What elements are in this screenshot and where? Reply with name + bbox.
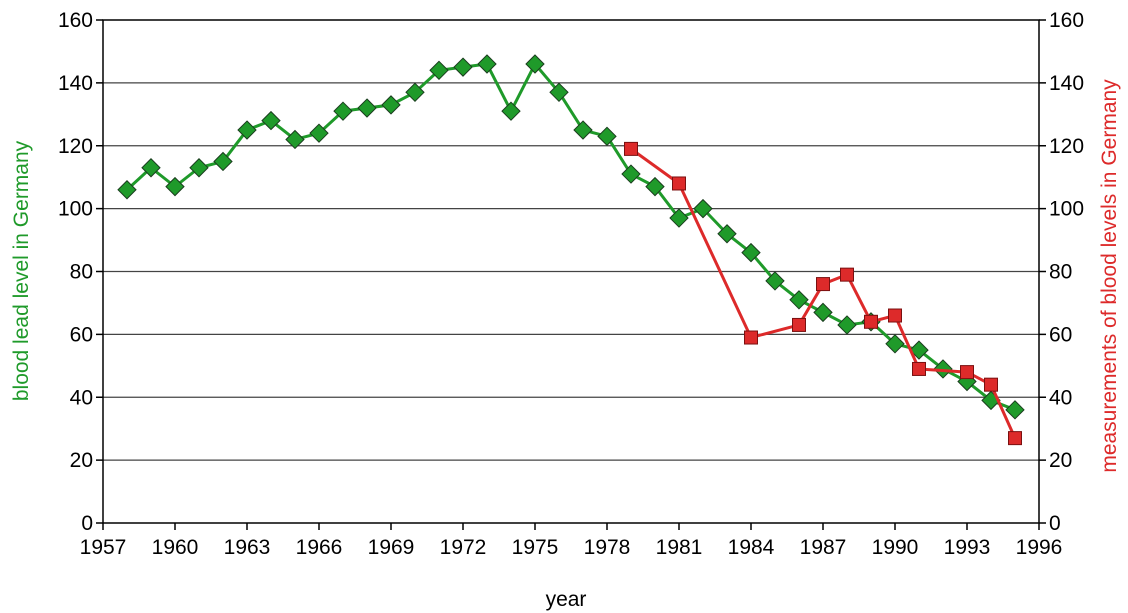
data-point bbox=[933, 359, 953, 379]
y-tick-label-left: 160 bbox=[58, 9, 93, 32]
axis-ticks: 0 0 20 20 40 40 60 60 80 80 100 100 120 120 140 140 160 1… bbox=[58, 9, 1084, 559]
series-square bbox=[624, 141, 1022, 446]
data-point bbox=[1005, 400, 1025, 420]
data-point bbox=[669, 208, 689, 228]
x-tick-label: 1975 bbox=[512, 536, 559, 559]
data-point bbox=[744, 330, 758, 345]
data-point bbox=[885, 334, 905, 354]
data-point bbox=[525, 54, 545, 74]
data-point bbox=[792, 317, 806, 332]
data-point bbox=[837, 315, 857, 335]
data-point bbox=[453, 57, 473, 77]
data-point bbox=[717, 224, 737, 244]
y-tick-label-left: 140 bbox=[58, 72, 93, 95]
x-axis-title: year bbox=[546, 588, 587, 611]
data-point bbox=[213, 151, 233, 172]
y-tick-label-right: 0 bbox=[1049, 512, 1061, 535]
data-point bbox=[840, 267, 854, 282]
x-tick-label: 1990 bbox=[872, 536, 919, 559]
y-axis-left-title: blood lead level in Germany bbox=[10, 140, 33, 401]
series-line bbox=[125, 62, 1016, 412]
data-point bbox=[429, 60, 449, 81]
y-tick-label-right: 80 bbox=[1049, 261, 1072, 284]
data-point bbox=[789, 290, 809, 310]
data-point bbox=[141, 158, 161, 178]
data-point bbox=[549, 82, 569, 103]
data-point bbox=[1008, 431, 1022, 446]
data-point bbox=[813, 302, 833, 323]
data-point bbox=[333, 101, 353, 121]
y-tick-label-left: 0 bbox=[81, 512, 93, 535]
x-tick-label: 1972 bbox=[440, 536, 487, 559]
x-tick-label: 1978 bbox=[584, 536, 631, 559]
data-point bbox=[597, 126, 617, 147]
data-point bbox=[816, 277, 830, 292]
data-point bbox=[285, 129, 305, 150]
data-point bbox=[309, 123, 329, 143]
data-point bbox=[621, 164, 641, 184]
data-point bbox=[477, 54, 497, 74]
y-tick-label-right: 100 bbox=[1049, 198, 1084, 221]
data-point bbox=[888, 308, 902, 323]
data-point bbox=[117, 180, 137, 200]
series-line bbox=[630, 147, 1017, 439]
data-point bbox=[912, 361, 926, 376]
data-point bbox=[405, 82, 425, 103]
data-point bbox=[357, 98, 377, 118]
x-tick-label: 1960 bbox=[152, 536, 199, 559]
x-tick-label: 1966 bbox=[296, 536, 343, 559]
y-tick-label-left: 40 bbox=[70, 386, 93, 409]
x-tick-label: 1981 bbox=[656, 536, 703, 559]
y-tick-label-right: 40 bbox=[1049, 386, 1072, 409]
y-tick-label-left: 120 bbox=[58, 135, 93, 158]
data-point bbox=[189, 158, 209, 178]
y-tick-label-left: 20 bbox=[70, 449, 93, 472]
data-point bbox=[741, 242, 761, 263]
y-tick-label-right: 60 bbox=[1049, 323, 1072, 346]
y-tick-label-left: 100 bbox=[58, 198, 93, 221]
data-point bbox=[693, 198, 713, 219]
data-point bbox=[501, 101, 521, 121]
y-tick-label-left: 80 bbox=[70, 261, 93, 284]
x-tick-label: 1993 bbox=[944, 536, 991, 559]
data-point bbox=[672, 176, 686, 191]
series-layer bbox=[117, 54, 1025, 446]
data-point bbox=[864, 314, 878, 329]
y-tick-label-right: 160 bbox=[1049, 9, 1084, 32]
data-point bbox=[381, 95, 401, 115]
y-tick-label-right: 140 bbox=[1049, 72, 1084, 95]
data-point bbox=[573, 120, 593, 140]
x-tick-label: 1984 bbox=[728, 536, 775, 559]
x-tick-label: 1957 bbox=[80, 536, 127, 559]
x-tick-label: 1963 bbox=[224, 536, 271, 559]
x-tick-label: 1987 bbox=[800, 536, 847, 559]
series-diamond bbox=[117, 54, 1025, 420]
data-point bbox=[765, 271, 785, 291]
data-point bbox=[237, 120, 257, 140]
data-point bbox=[645, 176, 665, 197]
gridlines bbox=[103, 82, 1039, 461]
y-tick-label-right: 120 bbox=[1049, 135, 1084, 158]
x-tick-label: 1996 bbox=[1016, 536, 1063, 559]
data-point bbox=[984, 377, 998, 392]
y-tick-label-right: 20 bbox=[1049, 449, 1072, 472]
data-point bbox=[909, 340, 929, 360]
data-point bbox=[960, 365, 974, 380]
y-axis-right-title: measurements of blood levels in Germany bbox=[1098, 79, 1121, 473]
data-point bbox=[624, 141, 638, 156]
x-tick-label: 1969 bbox=[368, 536, 415, 559]
y-tick-label-left: 60 bbox=[70, 323, 93, 346]
data-point bbox=[261, 110, 281, 131]
data-point bbox=[165, 176, 185, 197]
